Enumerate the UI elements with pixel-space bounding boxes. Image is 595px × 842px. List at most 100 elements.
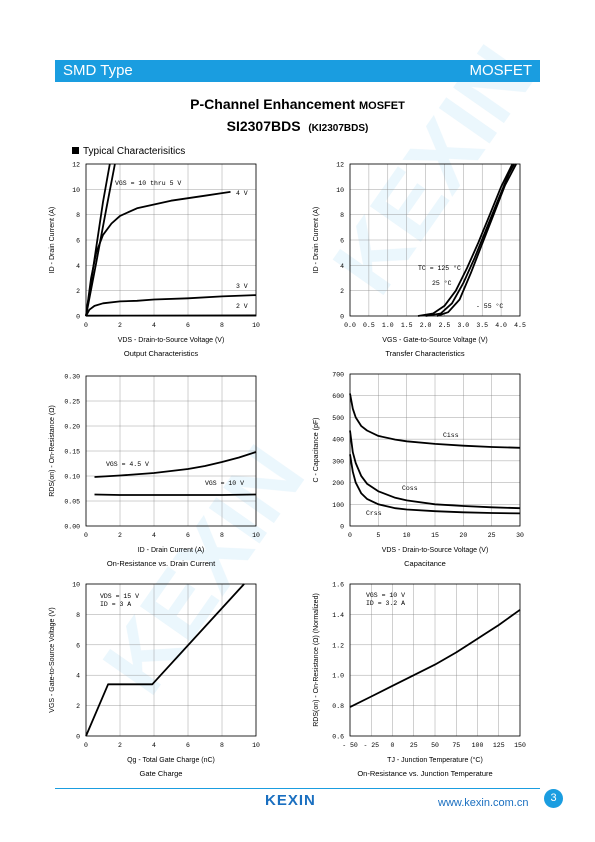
x-axis-label: VDS - Drain-to-Source Voltage (V) bbox=[382, 547, 489, 554]
transfer-chart: 0.0 0.5 1.0 1.5 2.0 2.5 3.0 3.5 4.0 4.5 0 2 4 6 8 10 12 T… bbox=[313, 162, 526, 359]
x-tick-label: 0 bbox=[84, 322, 88, 329]
x-tick-label: - 50 bbox=[342, 742, 358, 749]
chart-caption: On-Resistance vs. Junction Temperature bbox=[357, 769, 492, 778]
series-line-2 bbox=[436, 163, 517, 317]
y-tick-label: 6 bbox=[76, 238, 80, 245]
series-annotation: ID = 3.2 A bbox=[366, 600, 405, 607]
y-axis-label: RDS(on) - On-Resistance (Ω) bbox=[49, 405, 56, 497]
y-tick-label: 0 bbox=[76, 734, 80, 741]
y-tick-label: 0.00 bbox=[64, 524, 80, 531]
alt-part-number: (KI2307BDS) bbox=[308, 123, 369, 134]
series-line-1 bbox=[349, 430, 521, 510]
y-tick-label: 500 bbox=[332, 415, 344, 422]
y-tick-label: 1.4 bbox=[332, 612, 344, 619]
series-annotation: TC = 125 °C bbox=[418, 264, 461, 272]
x-tick-label: 0 bbox=[348, 532, 352, 539]
y-tick-label: 1.2 bbox=[332, 642, 344, 649]
title-main: P-Channel Enhancement bbox=[190, 96, 356, 112]
x-tick-label: 25 bbox=[410, 742, 418, 749]
header-banner: SMD Type MOSFET bbox=[55, 60, 540, 82]
ron_id-chart: 0 2 4 6 8 10 0.00 0.05 0.10 0.15 0.20 0.25 0.30 VGS =… bbox=[49, 374, 260, 569]
y-axis-label: ID - Drain Current (A) bbox=[313, 207, 320, 274]
series-annotation: Crss bbox=[366, 510, 382, 517]
y-tick-label: 0.6 bbox=[332, 734, 344, 741]
y-tick-label: 0.10 bbox=[64, 474, 80, 481]
y-tick-label: 4 bbox=[340, 263, 344, 270]
x-tick-label: 0.5 bbox=[363, 322, 375, 329]
plot-frame bbox=[349, 583, 521, 737]
series-line-0 bbox=[349, 393, 521, 449]
x-tick-label: 2 bbox=[118, 532, 122, 539]
footer-url[interactable]: www.kexin.com.cn bbox=[438, 797, 529, 809]
x-tick-label: 8 bbox=[220, 322, 224, 329]
y-tick-label: 4 bbox=[76, 263, 80, 270]
y-tick-label: 0.20 bbox=[64, 424, 80, 431]
section-heading: Typical Characterisitics bbox=[72, 146, 185, 157]
x-tick-label: 25 bbox=[488, 532, 496, 539]
chart-caption: Gate Charge bbox=[140, 769, 183, 778]
plot-frame bbox=[85, 375, 257, 527]
ron_tj-chart: - 50 - 25 0 25 50 75 100 125 150 0.6 0.8 1.0 1.2 1.4 1… bbox=[313, 582, 526, 779]
x-tick-label: 1.5 bbox=[401, 322, 413, 329]
series-line-0 bbox=[417, 163, 514, 317]
y-tick-label: 12 bbox=[336, 162, 344, 169]
series-annotation: VGS = 4.5 V bbox=[106, 461, 149, 468]
x-tick-label: 50 bbox=[431, 742, 439, 749]
bullet-square-icon bbox=[72, 147, 79, 154]
y-tick-label: 12 bbox=[72, 162, 80, 169]
y-tick-label: 0 bbox=[340, 314, 344, 321]
y-tick-label: 0.30 bbox=[64, 374, 80, 381]
y-tick-label: 8 bbox=[76, 612, 80, 619]
page-number: 3 bbox=[544, 789, 563, 808]
x-tick-label: 4 bbox=[152, 322, 156, 329]
x-tick-label: 5 bbox=[376, 532, 380, 539]
x-tick-label: 150 bbox=[514, 742, 526, 749]
y-tick-label: 0.05 bbox=[64, 499, 80, 506]
series-annotation: VGS = 10 thru 5 V bbox=[115, 180, 181, 187]
x-tick-label: 8 bbox=[220, 532, 224, 539]
x-tick-label: 75 bbox=[452, 742, 460, 749]
x-tick-label: 0 bbox=[84, 742, 88, 749]
x-tick-label: 4 bbox=[152, 532, 156, 539]
series-line-0 bbox=[94, 451, 257, 478]
series-line-2 bbox=[349, 454, 521, 515]
x-tick-label: 2 bbox=[118, 322, 122, 329]
y-tick-label: 8 bbox=[76, 212, 80, 219]
y-tick-label: 6 bbox=[340, 238, 344, 245]
x-tick-label: 6 bbox=[186, 322, 190, 329]
series-line-1 bbox=[425, 163, 516, 317]
x-tick-label: 15 bbox=[431, 532, 439, 539]
part-number: SI2307BDS bbox=[226, 118, 301, 134]
chart-caption: On-Resistance vs. Drain Current bbox=[107, 559, 216, 568]
x-tick-label: 2.5 bbox=[439, 322, 451, 329]
y-tick-label: 400 bbox=[332, 437, 344, 444]
header-right: MOSFET bbox=[469, 62, 533, 79]
y-axis-label: RDS(on) - On-Resistance (Ω) (Normalized) bbox=[313, 593, 320, 727]
header-left: SMD Type bbox=[63, 62, 133, 79]
x-tick-label: 2 bbox=[118, 742, 122, 749]
series-annotation: 2 V bbox=[236, 303, 248, 310]
x-tick-label: 6 bbox=[186, 532, 190, 539]
x-tick-label: 4.5 bbox=[514, 322, 526, 329]
y-tick-label: 10 bbox=[336, 187, 344, 194]
y-tick-label: 200 bbox=[332, 480, 344, 487]
x-axis-label: Qg - Total Gate Charge (nC) bbox=[127, 757, 215, 764]
series-annotation: VDS = 15 V bbox=[100, 593, 139, 600]
y-tick-label: 600 bbox=[332, 393, 344, 400]
x-tick-label: 8 bbox=[220, 742, 224, 749]
part-title: SI2307BDS (KI2307BDS) bbox=[0, 118, 595, 134]
y-tick-label: 0.15 bbox=[64, 449, 80, 456]
plot-frame bbox=[349, 373, 521, 527]
y-tick-label: 0 bbox=[340, 524, 344, 531]
x-axis-label: VDS - Drain-to-Source Voltage (V) bbox=[118, 337, 225, 344]
title-suffix: MOSFET bbox=[358, 100, 405, 112]
y-tick-label: 0 bbox=[76, 314, 80, 321]
x-axis-label: ID - Drain Current (A) bbox=[138, 547, 205, 554]
plot-frame bbox=[349, 163, 521, 317]
chart-caption: Output Characteristics bbox=[124, 349, 198, 358]
y-tick-label: 700 bbox=[332, 372, 344, 379]
x-tick-label: 10 bbox=[252, 532, 260, 539]
series-line-2 bbox=[85, 191, 231, 317]
series-line-0 bbox=[85, 583, 245, 737]
y-tick-label: 1.6 bbox=[332, 582, 344, 589]
